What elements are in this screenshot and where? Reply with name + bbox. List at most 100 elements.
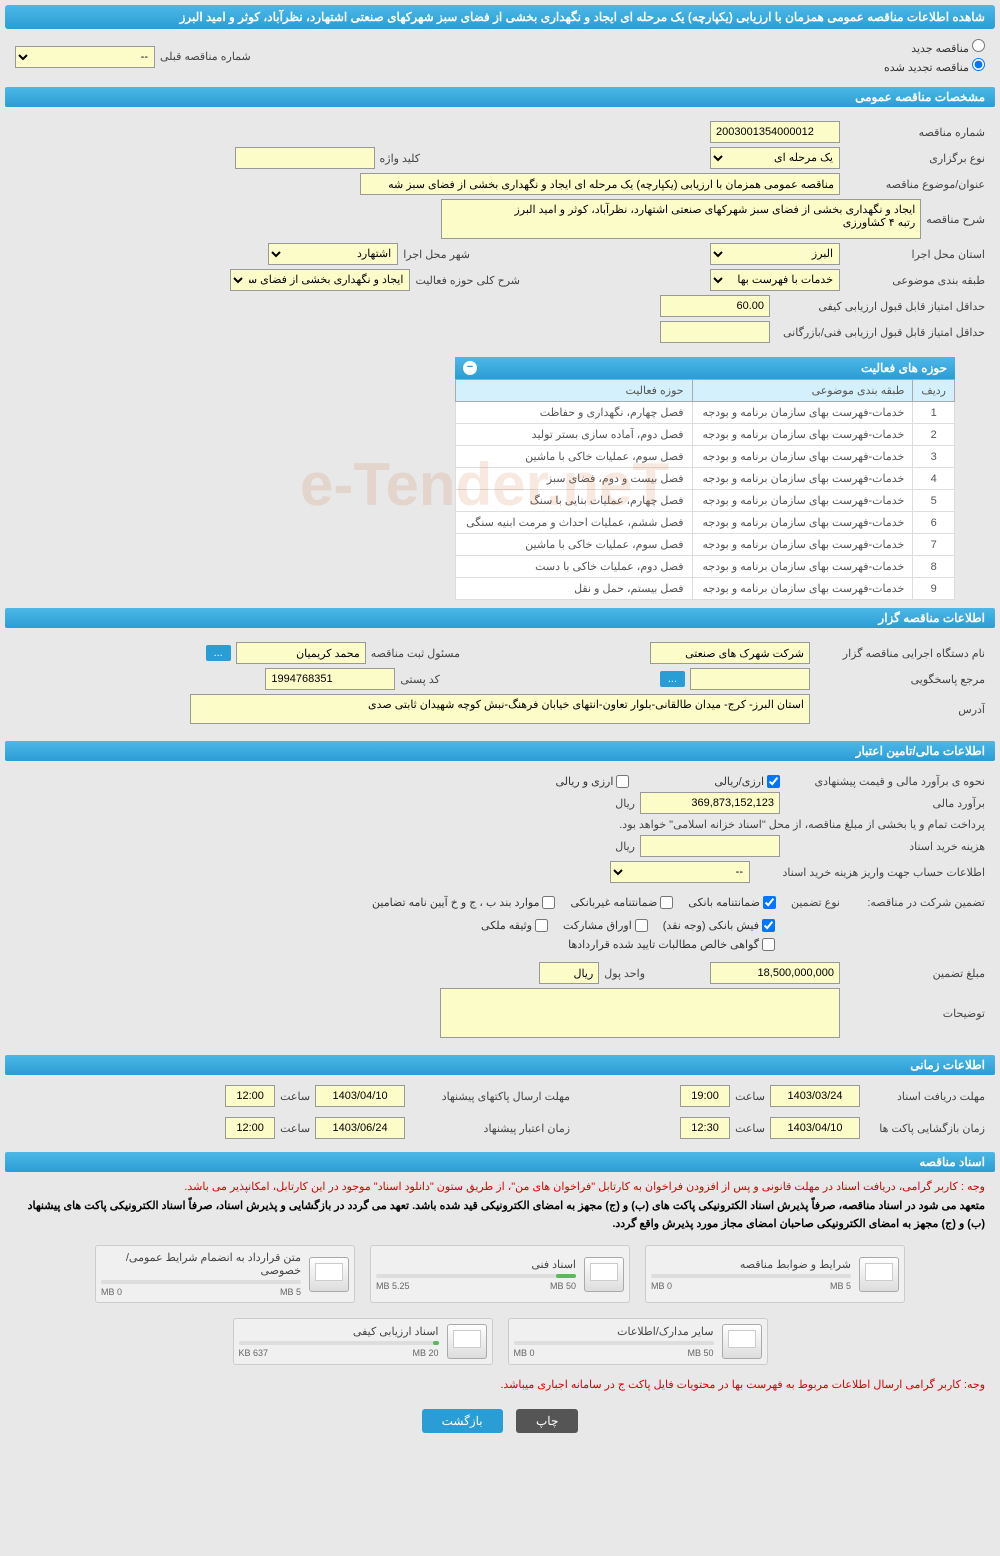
validity-date-input[interactable] [315, 1117, 405, 1139]
tender-no-input[interactable] [710, 121, 840, 143]
guarantee-amount-input[interactable] [710, 962, 840, 984]
collapse-icon[interactable]: − [463, 361, 477, 375]
cb-property[interactable]: وثیقه ملکی [481, 919, 548, 932]
col-row: ردیف [913, 380, 955, 402]
folder-icon [859, 1257, 899, 1292]
doc-cost-input[interactable] [640, 835, 780, 857]
file-item[interactable]: اسناد فنی 50 MB5.25 MB [370, 1245, 630, 1303]
file-item[interactable]: شرایط و ضوابط مناقصه 5 MB0 MB [645, 1245, 905, 1303]
desc-label: شرح مناقصه [926, 213, 985, 226]
section-general-header: مشخصات مناقصه عمومی [5, 87, 995, 107]
table-row: 6خدمات-فهرست بهای سازمان برنامه و بودجهف… [456, 512, 955, 534]
send-deadline-label: مهلت ارسال پاکتهای پیشنهاد [410, 1090, 570, 1103]
validity-time-input[interactable] [225, 1117, 275, 1139]
currency-unit-label: واحد پول [604, 967, 645, 980]
receive-date-input[interactable] [770, 1085, 860, 1107]
guarantee-amount-label: مبلغ تضمین [845, 967, 985, 980]
open-time-input[interactable] [680, 1117, 730, 1139]
response-input[interactable] [690, 668, 810, 690]
activity-scope-select[interactable]: ایجاد و نگهداری بخشی از فضای سبز شهرکهای [230, 269, 410, 291]
radio-new-tender[interactable]: مناقصه جدید [884, 39, 985, 55]
deposit-info-label: اطلاعات حساب جهت واریز هزینه خرید اسناد [755, 866, 985, 879]
file-item[interactable]: سایر مدارک/اطلاعات 50 MB0 MB [508, 1318, 768, 1365]
folder-icon [447, 1324, 487, 1359]
org-name-label: نام دستگاه اجرایی مناقصه گزار [815, 647, 985, 660]
send-date-input[interactable] [315, 1085, 405, 1107]
table-row: 4خدمات-فهرست بهای سازمان برنامه و بودجهف… [456, 468, 955, 490]
guarantee-label: تضمین شرکت در مناقصه: [845, 896, 985, 909]
category-label: طبقه بندی موضوعی [845, 274, 985, 287]
hold-type-label: نوع برگزاری [845, 152, 985, 165]
postal-label: کد پستی [400, 673, 439, 686]
min-quality-input[interactable] [660, 295, 770, 317]
province-label: استان محل اجرا [845, 248, 985, 261]
reg-officer-label: مسئول ثبت مناقصه [371, 647, 460, 660]
response-lookup-button[interactable]: ... [660, 671, 685, 687]
cb-securities[interactable]: اوراق مشارکت [563, 919, 648, 932]
org-name-input[interactable] [650, 642, 810, 664]
estimate-label: برآورد مالی [785, 797, 985, 810]
deposit-info-select[interactable]: -- [610, 861, 750, 883]
table-row: 2خدمات-فهرست بهای سازمان برنامه و بودجهف… [456, 424, 955, 446]
cb-currency-rial[interactable]: ارزی و ریالی [555, 775, 629, 788]
print-button[interactable]: چاپ [516, 1409, 578, 1433]
send-time-input[interactable] [225, 1085, 275, 1107]
hold-type-select[interactable]: یک مرحله ای [710, 147, 840, 169]
file-title: شرایط و ضوابط مناقصه [651, 1258, 851, 1271]
address-textarea[interactable] [190, 694, 810, 724]
currency-unit-input[interactable] [539, 962, 599, 984]
province-select[interactable]: البرز [710, 243, 840, 265]
min-tech-label: حداقل امتیاز قابل قبول ارزیابی فنی/بازرگ… [775, 326, 985, 339]
category-select[interactable]: خدمات با فهرست بها [710, 269, 840, 291]
page-title-bar: شاهده اطلاعات مناقصه عمومی همزمان با ارز… [5, 5, 995, 29]
file-title: اسناد فنی [376, 1258, 576, 1271]
receive-time-label: ساعت [735, 1090, 765, 1103]
table-row: 8خدمات-فهرست بهای سازمان برنامه و بودجهف… [456, 556, 955, 578]
cb-bank-guarantee[interactable]: ضمانتنامه بانکی [688, 896, 776, 909]
city-select[interactable]: اشتهارد [268, 243, 398, 265]
keyword-input[interactable] [235, 147, 375, 169]
section-organizer-header: اطلاعات مناقصه گزار [5, 608, 995, 628]
cb-net-claims[interactable]: گواهی خالص مطالبات تایید شده قراردادها [568, 938, 775, 951]
guarantee-type-label: نوع تضمین [791, 896, 840, 909]
file-title: سایر مدارک/اطلاعات [514, 1325, 714, 1338]
payment-note: پرداخت تمام و یا بخشی از مبلغ مناقصه، از… [619, 818, 985, 831]
col-cat: طبقه بندی موضوعی [692, 380, 913, 402]
page-title: شاهده اطلاعات مناقصه عمومی همزمان با ارز… [180, 10, 985, 24]
cb-bylaw[interactable]: موارد بند ب ، ج و خ آیین نامه تضامین [372, 896, 555, 909]
reg-officer-input[interactable] [236, 642, 366, 664]
notice-3: وجه: کاربر گرامی ارسال اطلاعات مربوط به … [5, 1375, 995, 1394]
file-title: متن قرارداد به انضمام شرایط عمومی/خصوصی [101, 1251, 301, 1277]
radio-renewed-tender[interactable]: مناقصه تجدید شده [884, 58, 985, 74]
response-label: مرجع پاسخگویی [815, 673, 985, 686]
back-button[interactable]: بازگشت [422, 1409, 503, 1433]
cb-bank-receipt[interactable]: فیش بانکی (وجه نقد) [663, 919, 775, 932]
col-act: حوزه فعالیت [456, 380, 693, 402]
section-financial-header: اطلاعات مالی/تامین اعتبار [5, 741, 995, 761]
desc-textarea[interactable] [441, 199, 921, 239]
notice-1: وجه : کاربر گرامی، دریافت اسناد در مهلت … [5, 1177, 995, 1196]
cb-rial-currency[interactable]: ارزی/ریالی [714, 775, 780, 788]
activity-scope-label: شرح کلی حوزه فعالیت [415, 274, 520, 287]
receive-time-input[interactable] [680, 1085, 730, 1107]
estimate-input[interactable] [640, 792, 780, 814]
title-label: عنوان/موضوع مناقصه [845, 178, 985, 191]
officer-lookup-button[interactable]: ... [206, 645, 231, 661]
title-input[interactable] [360, 173, 840, 195]
table-row: 5خدمات-فهرست بهای سازمان برنامه و بودجهف… [456, 490, 955, 512]
open-date-input[interactable] [770, 1117, 860, 1139]
notes-textarea[interactable] [440, 988, 840, 1038]
table-row: 7خدمات-فهرست بهای سازمان برنامه و بودجهف… [456, 534, 955, 556]
min-tech-input[interactable] [660, 321, 770, 343]
file-grid: شرایط و ضوابط مناقصه 5 MB0 MB اسناد فنی … [5, 1235, 995, 1375]
section-docs-header: اسناد مناقصه [5, 1152, 995, 1172]
file-item[interactable]: اسناد ارزیابی کیفی 20 MB637 KB [233, 1318, 493, 1365]
file-item[interactable]: متن قرارداد به انضمام شرایط عمومی/خصوصی … [95, 1245, 355, 1303]
prev-tender-label: شماره مناقصه قبلی [160, 50, 251, 63]
table-row: 3خدمات-فهرست بهای سازمان برنامه و بودجهف… [456, 446, 955, 468]
notice-2: متعهد می شود در اسناد مناقصه، صرفاً پذیر… [5, 1196, 995, 1235]
prev-tender-select[interactable]: -- [15, 46, 155, 68]
cb-nonbank-guarantee[interactable]: ضمانتنامه غیربانکی [570, 896, 673, 909]
section-timing-header: اطلاعات زمانی [5, 1055, 995, 1075]
postal-input[interactable] [265, 668, 395, 690]
